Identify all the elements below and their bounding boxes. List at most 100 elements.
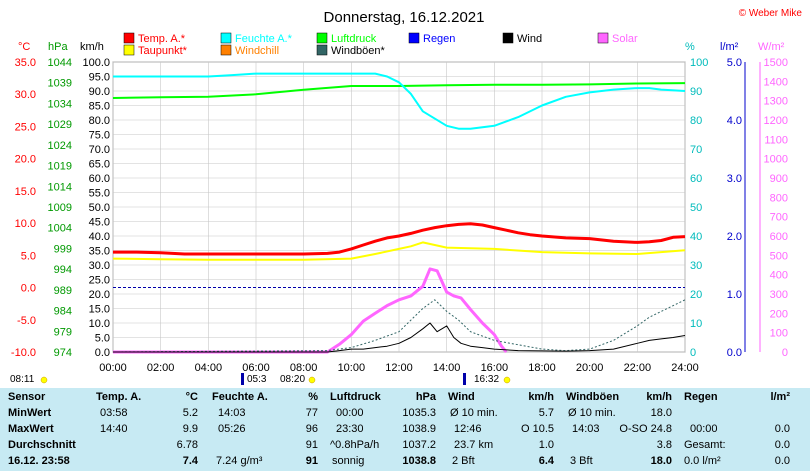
temp-tick-label: 0.0 — [21, 283, 36, 295]
pressure-tick-label: 1004 — [48, 223, 72, 235]
stats-header-temp: Temp. A. — [96, 391, 142, 403]
pressure-tick-label: 1009 — [48, 202, 72, 214]
pressure-tick-label: 1024 — [48, 140, 72, 152]
legend-swatch — [123, 32, 135, 44]
stats-unit-pressure: hPa — [415, 391, 436, 403]
rain-max-time: 00:00 — [690, 423, 718, 435]
solar-tick-label: 200 — [770, 308, 788, 320]
solar-tick-label: 1500 — [764, 57, 788, 69]
gust-beaufort: 3 Bft — [570, 455, 593, 467]
press-min-time: 00:00 — [336, 407, 364, 419]
credit-label: © Weber Mike — [739, 8, 803, 19]
pressure-tick-label: 1014 — [48, 181, 72, 193]
humidity-tick-label: 70 — [690, 144, 702, 156]
sunrise-time-2: 08:20 — [280, 374, 305, 385]
sun-icon — [503, 376, 511, 384]
press-min-value: 1035.3 — [402, 407, 436, 419]
press-max-value: 1038.9 — [402, 423, 436, 435]
wind-tick-label: 100.0 — [82, 57, 110, 69]
hum-absolute-value: 7.24 g/m³ — [216, 455, 263, 467]
time-tick-label: 24:00 — [671, 362, 699, 374]
pressure-tick-label: 1019 — [48, 161, 72, 173]
stats-unit-gust: km/h — [646, 391, 672, 403]
stats-col-wind: Wind km/h Ø 10 min. 5.7 12:46 O 10.5 23.7 k… — [446, 388, 556, 471]
solar-tick-label: 100 — [770, 328, 788, 340]
wind-avg10-label: Ø 10 min. — [450, 407, 498, 419]
legend-label: Luftdruck — [331, 33, 377, 45]
stats-header-gust: Windböen — [566, 391, 620, 403]
gust-avg10-label: Ø 10 min. — [568, 407, 616, 419]
time-tick-label: 14:00 — [433, 362, 461, 374]
rain-now-value: 0.0 — [774, 455, 790, 467]
rain-total-value: 0.0 — [774, 439, 790, 451]
gust-line — [112, 299, 686, 353]
humidity-tick-label: 50 — [690, 202, 702, 214]
temp-tick-label: -5.0 — [17, 315, 36, 327]
wind-tick-label: 50.0 — [89, 202, 110, 214]
humidity-tick-label: 20 — [690, 289, 702, 301]
time-tick-label: 06:00 — [242, 362, 270, 374]
wind-run-label: 23.7 km — [454, 439, 494, 451]
gust-avg10-value: 18.0 — [650, 407, 672, 419]
solar-tick-label: 0 — [782, 347, 788, 359]
humidity-tick-label: 40 — [690, 231, 702, 243]
pressure-line — [112, 82, 686, 99]
rain-tick-label: 0.0 — [727, 347, 742, 359]
time-tick-label: 12:00 — [385, 362, 413, 374]
humidity-tick-label: 0 — [690, 347, 696, 359]
stats-unit-temp: °C — [185, 391, 198, 403]
chart-title: Donnerstag, 16.12.2021 — [324, 9, 485, 26]
hum-max-value: 96 — [305, 423, 318, 435]
stats-header-sensor: Sensor — [8, 391, 46, 403]
temp-tick-label: 15.0 — [15, 186, 36, 198]
wind-beaufort: 2 Bft — [452, 455, 475, 467]
pressure-unit-label: hPa — [48, 41, 68, 53]
time-tick-label: 04:00 — [195, 362, 223, 374]
pressure-tick-label: 1044 — [48, 57, 72, 69]
legend-swatch — [502, 32, 514, 44]
wind-tick-label: 80.0 — [89, 115, 110, 127]
pressure-tick-label: 989 — [54, 285, 72, 297]
hum-avg-value: 91 — [305, 439, 318, 451]
legend-label: Feuchte A.* — [235, 33, 293, 45]
legend-swatch — [316, 32, 328, 44]
wind-now-value: 6.4 — [538, 455, 554, 467]
stats-col-pressure: Luftdruck hPa 00:00 1035.3 23:30 1038.9 ^0.… — [328, 388, 438, 471]
wind-tick-label: 40.0 — [89, 231, 110, 243]
temp-max-value: 9.9 — [182, 423, 198, 435]
legend-swatch — [597, 32, 609, 44]
humidity-tick-label: 100 — [690, 57, 708, 69]
wind-tick-label: 75.0 — [89, 130, 110, 142]
wind-line — [113, 322, 686, 353]
wind-tick-label: 20.0 — [89, 289, 110, 301]
time-tick-label: 00:00 — [99, 362, 127, 374]
legend-label: Taupunkt* — [138, 45, 188, 57]
legend-label: Windchill — [235, 45, 279, 57]
gust-max-value: O-SO 24.8 — [619, 423, 672, 435]
humidity-tick-label: 60 — [690, 173, 702, 185]
legend-label: Solar — [612, 33, 638, 45]
axis-ticks: 35.0 30.0 25.0 20.0 15.0 10.0 5.0 0.0 -5.0 -10.0 1… — [11, 57, 788, 359]
wind-tick-label: 85.0 — [89, 101, 110, 113]
hum-now-value: 91 — [305, 455, 318, 467]
solar-tick-label: 1000 — [764, 154, 788, 166]
statistics-table: Sensor MinWert MaxWert Durchschnitt 16.1… — [0, 388, 810, 471]
temp-tick-label: 5.0 — [21, 250, 36, 262]
hum-max-time: 05:26 — [218, 423, 246, 435]
wind-tick-label: 45.0 — [89, 217, 110, 229]
stats-unit-wind: km/h — [528, 391, 554, 403]
temp-min-time: 03:58 — [100, 407, 128, 419]
dewpoint-line — [112, 241, 686, 261]
press-max-time: 23:30 — [336, 423, 364, 435]
humidity-unit-label: % — [685, 41, 695, 53]
pressure-tick-label: 994 — [54, 264, 72, 276]
wind-tick-label: 65.0 — [89, 159, 110, 171]
stats-label-max: MaxWert — [8, 423, 54, 435]
stats-col-gust: Windböen km/h Ø 10 min. 18.0 14:03 O-SO 24.… — [564, 388, 674, 471]
stats-label-now: 16.12. 23:58 — [8, 455, 70, 467]
wind-max-time: 12:46 — [454, 423, 482, 435]
pressure-tick-label: 1034 — [48, 98, 72, 110]
rain-tick-label: 2.0 — [727, 231, 742, 243]
stats-col-sensor: Sensor MinWert MaxWert Durchschnitt 16.1… — [8, 388, 92, 471]
temp-max-time: 14:40 — [100, 423, 128, 435]
